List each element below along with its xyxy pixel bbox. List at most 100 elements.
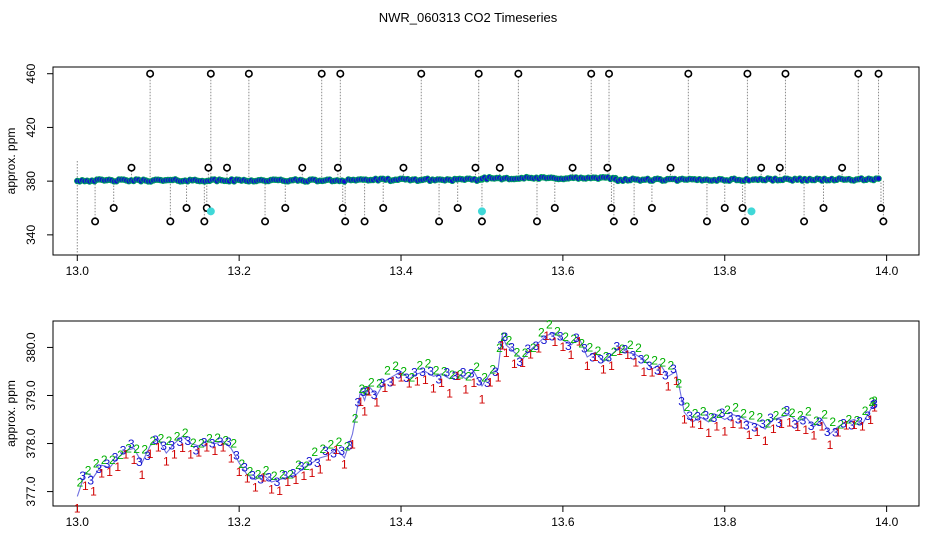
channel-label-3: 3 xyxy=(120,444,127,458)
channel-label-1: 1 xyxy=(361,404,368,418)
channel-label-1: 1 xyxy=(471,376,478,390)
channel-label-3: 3 xyxy=(152,433,159,447)
channel-label-3: 3 xyxy=(816,415,823,429)
channel-label-2: 2 xyxy=(862,404,869,418)
channel-label-1: 1 xyxy=(568,348,575,362)
outlier-point xyxy=(336,69,345,78)
channel-label-1: 1 xyxy=(730,417,737,431)
channel-label-3: 3 xyxy=(800,414,807,428)
channel-label-1: 1 xyxy=(705,426,712,440)
channel-label-2: 2 xyxy=(239,457,246,471)
channel-label-3: 3 xyxy=(314,456,321,470)
channel-label-3: 3 xyxy=(144,449,151,463)
y-tick-label: 340 xyxy=(24,225,38,245)
channel-label-1: 1 xyxy=(301,469,308,483)
channel-label-1: 1 xyxy=(827,438,834,452)
channel-label-2: 2 xyxy=(117,448,124,462)
channel-label-2: 2 xyxy=(700,404,707,418)
outlier-point xyxy=(477,217,486,226)
channel-label-1: 1 xyxy=(268,482,275,496)
channel-label-3: 3 xyxy=(265,470,272,484)
channel-label-2: 2 xyxy=(837,417,844,431)
x-tick-label: 13.4 xyxy=(389,515,413,529)
channel-label-1: 1 xyxy=(228,451,235,465)
top-panel: 13.0 13.2 13.4 13.6 13.8 14.0 340 380 420 460 appr… xyxy=(4,63,920,278)
channel-label-3: 3 xyxy=(694,409,701,423)
channel-label-1: 1 xyxy=(665,380,672,394)
channel-label-3: 3 xyxy=(743,418,750,432)
channel-label-1: 1 xyxy=(252,480,259,494)
x-tick-label: 13.2 xyxy=(227,515,251,529)
channel-label-1: 1 xyxy=(260,470,267,484)
channel-label-2: 2 xyxy=(667,359,674,373)
channel-label-2: 2 xyxy=(368,375,375,389)
channel-label-3: 3 xyxy=(541,333,548,347)
channel-label-1: 1 xyxy=(106,465,113,479)
channel-label-3: 3 xyxy=(371,388,378,402)
channel-label-1: 1 xyxy=(487,375,494,389)
channel-label-3: 3 xyxy=(330,447,337,461)
channel-label-2: 2 xyxy=(166,434,173,448)
y-tick-label: 378.0 xyxy=(24,428,38,458)
channel-label-1: 1 xyxy=(357,395,364,409)
outlier-point xyxy=(738,204,747,213)
outlier-point xyxy=(781,69,790,78)
outlier-point xyxy=(740,217,749,226)
channel-label-1: 1 xyxy=(309,466,316,480)
channel-label-3: 3 xyxy=(533,339,540,353)
outlier-point xyxy=(854,69,863,78)
outlier-point xyxy=(127,163,136,172)
channel-label-2: 2 xyxy=(465,369,472,383)
channel-label-1: 1 xyxy=(600,363,607,377)
outlier-point xyxy=(819,204,828,213)
channel-label-2: 2 xyxy=(182,426,189,440)
channel-label-1: 1 xyxy=(414,374,421,388)
channel-label-1: 1 xyxy=(398,371,405,385)
channel-label-1: 1 xyxy=(446,386,453,400)
channel-label-3: 3 xyxy=(792,417,799,431)
channel-label-3: 3 xyxy=(727,410,734,424)
channel-label-2: 2 xyxy=(635,341,642,355)
channel-label-3: 3 xyxy=(824,425,831,439)
y-tick-label: 379.0 xyxy=(24,380,38,410)
channel-label-1: 1 xyxy=(147,447,154,461)
channel-label-2: 2 xyxy=(158,432,165,446)
channel-label-3: 3 xyxy=(403,371,410,385)
channel-label-2: 2 xyxy=(554,325,561,339)
channel-label-2: 2 xyxy=(344,439,351,453)
channel-label-3: 3 xyxy=(783,404,790,418)
channel-label-3: 3 xyxy=(136,455,143,469)
channel-label-3: 3 xyxy=(435,372,442,386)
outlier-point xyxy=(879,217,888,226)
channel-label-3: 3 xyxy=(395,367,402,381)
channel-label-3: 3 xyxy=(217,435,224,449)
channel-label-3: 3 xyxy=(848,418,855,432)
outlier-point xyxy=(702,217,711,226)
channel-label-3: 3 xyxy=(419,365,426,379)
channel-label-3: 3 xyxy=(597,353,604,367)
channel-label-2: 2 xyxy=(797,409,804,423)
channel-label-2: 2 xyxy=(230,437,237,451)
channel-label-1: 1 xyxy=(819,420,826,434)
channel-label-3: 3 xyxy=(379,376,386,390)
trace-line xyxy=(76,332,875,497)
outlier-drop-lines xyxy=(76,73,884,255)
y-tick-label: 377.0 xyxy=(24,476,38,506)
channel-label-1: 1 xyxy=(349,438,356,452)
outlier-point xyxy=(341,217,350,226)
outlier-point xyxy=(109,204,118,213)
channel-label-2: 2 xyxy=(562,330,569,344)
channel-label-1: 1 xyxy=(317,462,324,476)
channel-label-2: 2 xyxy=(530,341,537,355)
outlier-point xyxy=(166,217,175,226)
channel-label-2: 2 xyxy=(109,453,116,467)
channel-label-3: 3 xyxy=(104,457,111,471)
channel-label-2: 2 xyxy=(417,358,424,372)
plot-frame xyxy=(52,66,920,256)
channel-label-3: 3 xyxy=(274,475,281,489)
channel-label-2: 2 xyxy=(319,442,326,456)
channel-label-3: 3 xyxy=(160,439,167,453)
channel-label-3: 3 xyxy=(557,329,564,343)
channel-label-1: 1 xyxy=(139,468,146,482)
